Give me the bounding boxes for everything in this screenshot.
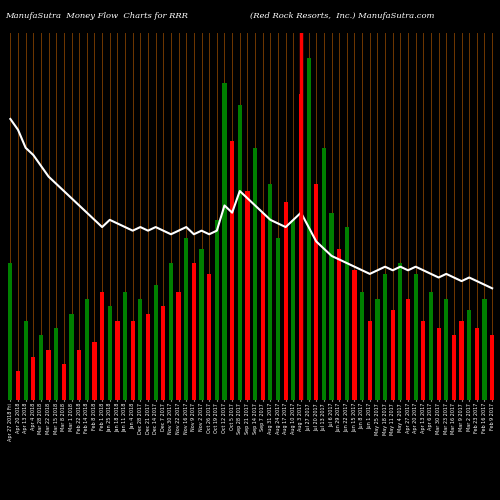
Bar [154,284,158,400]
Text: ManufaSutra  Money Flow  Charts for RRR: ManufaSutra Money Flow Charts for RRR [5,12,188,20]
Bar [184,238,188,400]
Bar [123,292,127,400]
Bar [161,306,166,400]
Bar [169,263,173,400]
Bar [176,292,180,400]
Bar [108,306,112,400]
Bar [230,140,234,400]
Bar [238,104,242,400]
Bar [360,292,364,400]
Bar [276,238,280,400]
Bar [414,274,418,400]
Bar [77,350,82,400]
Bar [207,274,212,400]
Bar [390,310,395,400]
Bar [330,212,334,400]
Bar [291,220,296,400]
Bar [253,148,257,400]
Bar [146,314,150,400]
Bar [436,328,440,400]
Bar [31,357,36,400]
Bar [62,364,66,400]
Bar [246,191,250,400]
Bar [383,274,387,400]
Bar [16,371,20,400]
Bar [46,350,50,400]
Bar [200,248,203,400]
Bar [460,320,464,400]
Bar [192,263,196,400]
Bar [398,263,402,400]
Bar [92,342,96,400]
Bar [138,299,142,400]
Bar [70,314,73,400]
Bar [314,184,318,400]
Bar [322,148,326,400]
Bar [376,299,380,400]
Bar [130,320,135,400]
Bar [306,58,310,400]
Bar [467,310,471,400]
Bar [24,320,28,400]
Bar [100,292,104,400]
Bar [222,83,226,400]
Bar [260,212,265,400]
Bar [406,299,410,400]
Bar [268,184,272,400]
Bar [444,299,448,400]
Bar [490,335,494,400]
Bar [452,335,456,400]
Bar [429,292,433,400]
Bar [84,299,89,400]
Bar [299,94,303,400]
Bar [352,270,356,400]
Bar [337,248,342,400]
Bar [368,320,372,400]
Bar [39,335,43,400]
Bar [474,328,479,400]
Text: (Red Rock Resorts,  Inc.) ManufaSutra.com: (Red Rock Resorts, Inc.) ManufaSutra.com [250,12,434,20]
Bar [8,263,12,400]
Bar [421,320,426,400]
Bar [344,227,349,400]
Bar [214,220,219,400]
Bar [116,320,119,400]
Bar [54,328,58,400]
Bar [284,202,288,400]
Bar [482,299,486,400]
